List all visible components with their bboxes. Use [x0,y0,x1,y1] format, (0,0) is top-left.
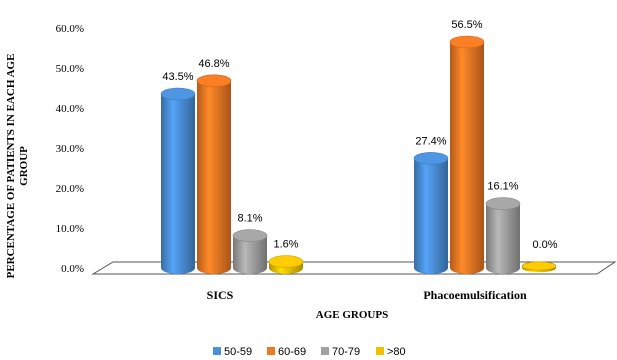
legend-label: 70-79 [332,346,360,358]
y-tick-labels: 0.0% 10.0% 20.0% 30.0% 40.0% 50.0% 60.0% [56,23,84,275]
legend-item-60-69: 60-69 [267,346,306,358]
data-label-sics-60-69: 46.8% [198,58,229,70]
bar-phacoemulsification-70-79 [485,197,521,274]
legend-label: >80 [387,346,406,358]
y-tick-label: 30.0% [56,143,84,155]
legend: 50-59 60-69 70-79 >80 [213,346,406,358]
data-label-phacoemulsification-50-59: 27.4% [415,135,446,147]
data-label-phacoemulsification-80: 0.0% [532,239,557,251]
bar-sics-60-69 [196,74,232,274]
category-label-sics: SICS [207,288,234,302]
bar-sics-80 [268,255,304,274]
legend-swatch [321,347,329,355]
legend-label: 50-59 [224,346,252,358]
bar-phacoemulsification-60-69 [449,35,485,274]
y-axis-title-line-1: PERCENTAGE OF PATIENTS IN EACH AGE [5,54,17,279]
legend-swatch [376,347,384,355]
legend-swatch [213,347,221,355]
data-label-sics-70-79: 8.1% [237,213,262,225]
category-labels: SICS Phacoemulsification [207,288,527,302]
data-label-sics-80: 1.6% [273,239,298,251]
bar-sics-50-59 [160,87,196,274]
y-tick-label: 20.0% [56,183,84,195]
bar-phacoemulsification-80 [521,261,557,273]
legend-swatch [267,347,275,355]
y-tick-label: 60.0% [56,23,84,35]
data-label-sics-50-59: 43.5% [162,71,193,83]
y-tick-label: 40.0% [56,103,84,115]
legend-label: 60-69 [278,346,306,358]
legend-item-70-79: 70-79 [321,346,360,358]
y-tick-label: 0.0% [61,263,84,275]
bar-phacoemulsification-50-59 [413,152,449,274]
data-label-phacoemulsification-60-69: 56.5% [451,19,482,31]
bars [160,35,557,274]
legend-item-50-59: 50-59 [213,346,252,358]
data-label-phacoemulsification-70-79: 16.1% [487,181,518,193]
y-tick-label: 10.0% [56,223,84,235]
data-labels: 43.5% 46.8% 8.1% 1.6% 27.4% 56.5% 16.1% 0.0% [162,19,557,251]
bar-sics-70-79 [232,229,268,274]
legend-item-80: >80 [376,346,406,358]
x-axis-title: AGE GROUPS [316,309,388,321]
y-axis-title-line-2: GROUP [18,146,30,186]
y-tick-label: 50.0% [56,63,84,75]
category-label-phacoemulsification: Phacoemulsification [423,288,527,302]
